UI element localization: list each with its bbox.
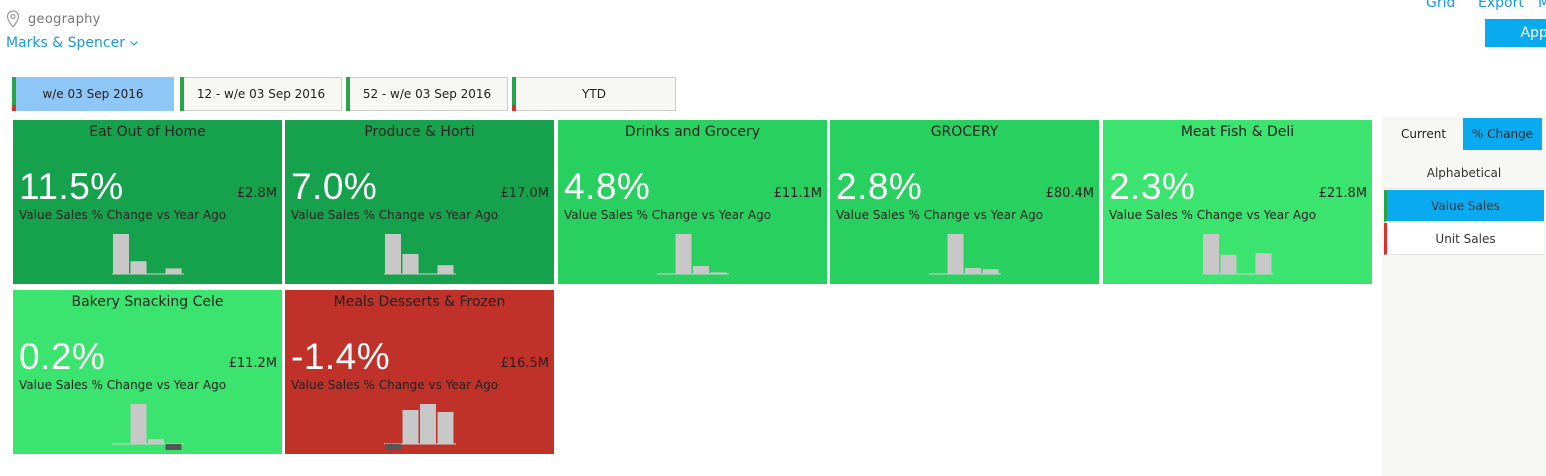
tile-percent: 2.8% — [836, 166, 923, 207]
chart-bar — [947, 234, 964, 274]
sort-value-sales[interactable]: Value Sales — [1384, 190, 1544, 222]
chart-bar — [130, 261, 147, 274]
tile-sparkbar-chart — [112, 404, 184, 450]
tab-label: 52 - w/e 03 Sep 2016 — [362, 87, 492, 101]
apply-label: Apply — [1520, 25, 1546, 41]
geography-label: geography — [28, 11, 101, 27]
chart-bar — [385, 444, 401, 450]
export-link[interactable]: Export — [1478, 0, 1524, 11]
tile-sparkbar-chart — [929, 234, 1001, 275]
tile-caption: Value Sales % Change vs Year Ago — [291, 208, 499, 222]
tab-indicator — [180, 77, 184, 111]
chart-bar — [710, 272, 727, 274]
sort-label: Value Sales — [1431, 198, 1500, 213]
tab-12-weeks[interactable]: 12 - w/e 03 Sep 2016 — [180, 77, 342, 111]
tab-label: YTD — [582, 87, 606, 101]
category-tile[interactable]: Drinks and Grocery 4.8% £11.1M Value Sal… — [558, 120, 827, 284]
toggle-percent-change[interactable]: % Change — [1463, 118, 1542, 150]
sort-label: Unit Sales — [1435, 231, 1496, 246]
toggle-change-label: % Change — [1471, 127, 1534, 141]
tab-week[interactable]: w/e 03 Sep 2016 — [12, 77, 174, 111]
tile-sparkbar-chart — [384, 404, 456, 450]
tile-sparkbar-chart — [1202, 234, 1274, 275]
chart-bar — [675, 234, 692, 274]
tab-indicator-negative — [512, 105, 516, 111]
tile-percent: 0.2% — [19, 336, 106, 377]
category-tile[interactable]: Produce & Horti 7.0% £17.0M Value Sales … — [285, 120, 554, 284]
tile-caption: Value Sales % Change vs Year Ago — [836, 208, 1044, 222]
tile-value: £11.2M — [228, 356, 277, 371]
category-tile[interactable]: Eat Out of Home 11.5% £2.8M Value Sales … — [13, 120, 282, 284]
toggle-current[interactable]: Current — [1384, 118, 1463, 150]
chevron-down-icon — [130, 41, 138, 46]
tile-sparkbar-chart — [657, 234, 729, 275]
retailer-label: Marks & Spencer — [6, 35, 125, 51]
chart-bar — [1203, 234, 1219, 274]
sort-label: Alphabetical — [1426, 165, 1502, 180]
geography-filter[interactable]: geography — [6, 9, 101, 29]
apply-button[interactable]: Apply — [1485, 19, 1546, 47]
sort-alphabetical[interactable]: Alphabetical — [1384, 157, 1544, 189]
tab-indicator — [12, 77, 16, 107]
tile-value: £21.8M — [1318, 186, 1367, 201]
tile-value: £17.0M — [500, 186, 549, 201]
retailer-dropdown[interactable]: Marks & Spencer — [6, 35, 139, 51]
tab-indicator — [346, 77, 350, 111]
tile-value: £16.5M — [500, 356, 549, 371]
tile-title: Meals Desserts & Frozen — [333, 294, 506, 310]
tab-label: w/e 03 Sep 2016 — [42, 87, 144, 101]
tile-title: Meat Fish & Deli — [1180, 124, 1295, 140]
tile-value: £2.8M — [236, 186, 277, 201]
tile-value: £80.4M — [1045, 186, 1094, 201]
tile-caption: Value Sales % Change vs Year Ago — [564, 208, 772, 222]
sort-unit-sales[interactable]: Unit Sales — [1384, 223, 1544, 255]
tile-percent: 11.5% — [19, 166, 124, 207]
toggle-current-label: Current — [1400, 127, 1447, 141]
chart-bar — [693, 266, 709, 274]
chart-bar — [982, 269, 999, 274]
tile-title: Bakery Snacking Cele — [71, 294, 224, 310]
grid-link[interactable]: Grid — [1426, 0, 1456, 11]
tab-52-weeks[interactable]: 52 - w/e 03 Sep 2016 — [346, 77, 508, 111]
chart-bar — [1220, 254, 1237, 274]
tile-caption: Value Sales % Change vs Year Ago — [291, 378, 499, 392]
tile-title: GROCERY — [930, 124, 999, 140]
chart-bar — [402, 410, 419, 444]
tile-caption: Value Sales % Change vs Year Ago — [19, 378, 227, 392]
chart-bar — [437, 265, 454, 274]
tile-title: Eat Out of Home — [89, 124, 206, 140]
tab-indicator — [512, 77, 516, 107]
menu-link[interactable]: M — [1538, 0, 1546, 11]
tab-ytd[interactable]: YTD — [512, 77, 676, 111]
tile-percent: 4.8% — [564, 166, 651, 207]
tile-percent: 2.3% — [1109, 166, 1196, 207]
category-tile[interactable]: Bakery Snacking Cele 0.2% £11.2M Value S… — [13, 290, 282, 454]
tab-label: 12 - w/e 03 Sep 2016 — [196, 87, 326, 101]
tile-title: Drinks and Grocery — [624, 124, 761, 140]
chart-bar — [437, 412, 454, 444]
category-tile[interactable]: Meat Fish & Deli 2.3% £21.8M Value Sales… — [1103, 120, 1372, 284]
chart-bar — [130, 404, 147, 444]
location-pin-icon — [6, 10, 20, 28]
category-tile[interactable]: Meals Desserts & Frozen -1.4% £16.5M Val… — [285, 290, 554, 454]
tile-caption: Value Sales % Change vs Year Ago — [19, 208, 227, 222]
category-tile[interactable]: GROCERY 2.8% £80.4M Value Sales % Change… — [830, 120, 1099, 284]
chart-bar — [165, 268, 182, 274]
tile-sparkbar-chart — [384, 234, 456, 275]
tile-percent: -1.4% — [291, 336, 391, 377]
tile-caption: Value Sales % Change vs Year Ago — [1109, 208, 1317, 222]
tile-percent: 7.0% — [291, 166, 378, 207]
chart-bar — [402, 254, 419, 274]
tile-title: Produce & Horti — [364, 124, 475, 140]
chart-bar — [113, 234, 129, 274]
chart-bar — [965, 268, 981, 274]
tab-indicator-negative — [12, 105, 16, 111]
chart-bar — [385, 234, 401, 274]
chart-bar — [148, 439, 164, 444]
tile-value: £11.1M — [773, 186, 822, 201]
chart-bar — [420, 404, 436, 444]
tile-sparkbar-chart — [112, 234, 184, 275]
chart-bar — [165, 444, 182, 450]
chart-bar — [1255, 253, 1272, 274]
